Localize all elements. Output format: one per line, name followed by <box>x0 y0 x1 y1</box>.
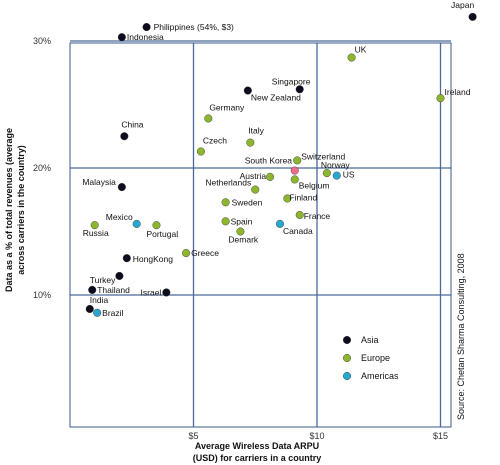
point-singapore <box>295 85 304 94</box>
label-canada: Canada <box>283 226 313 236</box>
point-indonesia <box>117 33 126 42</box>
point-israel <box>162 288 171 297</box>
point-uk <box>347 53 356 62</box>
point-sweden <box>221 198 230 207</box>
plot-frame <box>69 42 452 428</box>
point-turkey <box>115 271 124 280</box>
point-hongkong <box>122 254 131 263</box>
y-axis-title-line2: across carriers in the country) <box>16 145 26 275</box>
legend-marker-europe <box>343 354 352 363</box>
point-france <box>295 210 304 219</box>
point-norway <box>322 169 331 178</box>
x-tick-label: $10 <box>309 431 324 441</box>
point-germany <box>204 114 213 123</box>
point-philippines-54-3 <box>142 23 151 32</box>
legend-marker-asia <box>343 336 352 345</box>
x-axis-title-line2: (USD) for carriers in a country <box>193 453 322 463</box>
point-czech <box>196 147 205 156</box>
point-china <box>120 132 129 141</box>
point-belgium <box>290 175 299 184</box>
legend-label-americas: Americas <box>361 371 399 381</box>
label-india: India <box>90 295 109 305</box>
label-indonesia: Indonesia <box>127 32 164 42</box>
label-norway: Norway <box>321 160 351 170</box>
y-axis-title-line1: Data as a % of total revenues (average <box>4 128 14 292</box>
label-thailand: Thailand <box>97 285 130 295</box>
legend: Asia Europe Americas <box>343 335 399 381</box>
point-spain <box>221 217 230 226</box>
point-brazil <box>93 308 102 317</box>
legend-label-asia: Asia <box>361 335 379 345</box>
label-greece: Greece <box>191 248 219 258</box>
label-portugal: Portugal <box>146 229 178 239</box>
x-tick-label: $5 <box>188 431 198 441</box>
label-malaysia: Malaysia <box>82 177 116 187</box>
point-austria <box>266 172 275 181</box>
label-philippines-54-3: Philippines (54%, $3) <box>154 22 234 32</box>
label-hongkong: HongKong <box>133 254 173 264</box>
point-netherlands <box>251 185 260 194</box>
axis-ticks: $5 $10 $15 10% 20% 30% <box>33 36 448 441</box>
label-demark: Demark <box>228 235 259 245</box>
legend-marker-americas <box>343 372 352 381</box>
label-netherlands: Netherlands <box>205 178 251 188</box>
label-czech: Czech <box>203 135 227 145</box>
point-japan <box>468 12 477 21</box>
point-demark <box>236 227 245 236</box>
point-mexico <box>132 219 141 228</box>
label-mexico: Mexico <box>106 212 133 222</box>
label-japan: Japan <box>451 0 474 10</box>
x-axis-title-line1: Average Wireless Data ARPU <box>195 441 319 451</box>
point-canada <box>275 219 284 228</box>
y-tick-label: 30% <box>33 36 51 46</box>
point-italy <box>246 138 255 147</box>
label-us: US <box>343 170 355 180</box>
label-russia: Russia <box>83 228 109 238</box>
legend-label-europe: Europe <box>361 353 390 363</box>
label-uk: UK <box>355 45 367 55</box>
point-thailand <box>88 285 97 294</box>
label-turkey: Turkey <box>90 275 116 285</box>
point-finland <box>283 194 292 203</box>
label-new-zealand: New Zealand <box>251 93 301 103</box>
point-south-korea <box>290 166 299 175</box>
data-points <box>85 12 477 317</box>
plot-border <box>69 42 452 428</box>
point-india <box>85 304 94 313</box>
point-switzerland <box>293 156 302 165</box>
point-russia <box>90 221 99 230</box>
label-switzerland: Switzerland <box>301 151 345 161</box>
label-israel: Israel <box>141 287 162 297</box>
label-finland: Finland <box>289 192 317 202</box>
point-greece <box>182 249 191 258</box>
label-south-korea: South Korea <box>245 156 293 166</box>
gridlines <box>70 40 451 427</box>
source-note: Source: Chetan Sharma Consulting, 2008 <box>456 253 466 420</box>
label-france: France <box>304 211 331 221</box>
point-new-zealand <box>243 86 252 95</box>
y-tick-label: 10% <box>33 290 51 300</box>
point-labels: Japan Philippines (54%, $3)Indonesia Singa… <box>82 0 474 318</box>
label-brazil: Brazil <box>102 308 123 318</box>
label-spain: Spain <box>231 216 253 226</box>
label-singapore: Singapore <box>272 76 311 86</box>
label-ireland: Ireland <box>445 87 471 97</box>
point-portugal <box>152 221 161 230</box>
label-belgium: Belgium <box>299 180 330 190</box>
label-sweden: Sweden <box>232 197 263 207</box>
point-us <box>332 171 341 180</box>
label-austria: Austria <box>240 171 267 181</box>
y-tick-label: 20% <box>33 163 51 173</box>
label-china: China <box>121 119 143 129</box>
label-italy: Italy <box>248 126 264 136</box>
label-germany: Germany <box>209 102 245 112</box>
point-malaysia <box>117 183 126 192</box>
x-tick-label: $15 <box>433 431 448 441</box>
point-ireland <box>436 94 445 103</box>
